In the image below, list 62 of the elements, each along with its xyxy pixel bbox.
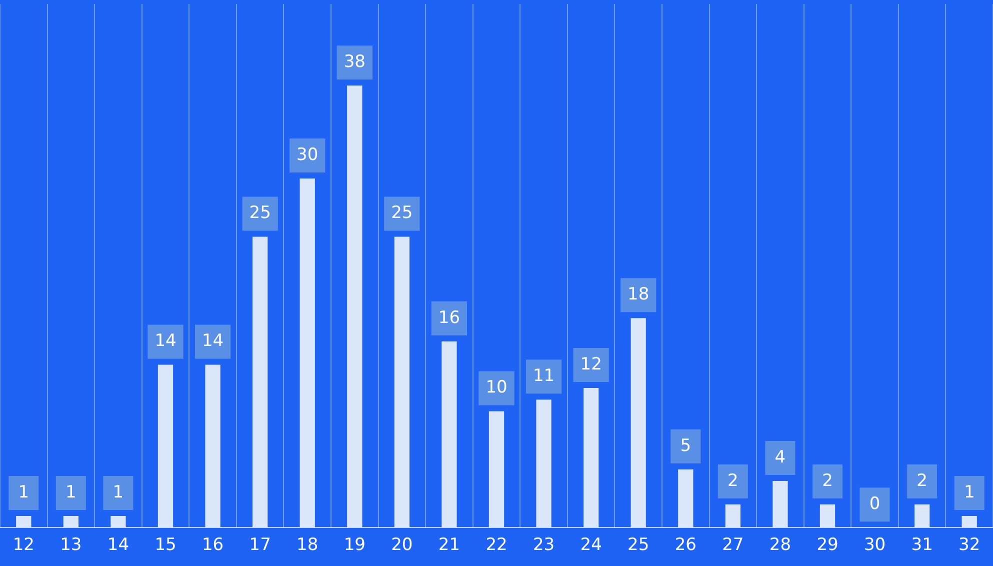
bar — [488, 411, 504, 528]
x-tick-label: 25 — [628, 535, 650, 556]
data-label: 11 — [532, 366, 555, 386]
x-tick-label: 15 — [154, 535, 176, 556]
x-tick-label: 23 — [532, 535, 555, 556]
data-label: 1 — [66, 482, 76, 502]
data-label: 2 — [822, 470, 833, 491]
bar — [63, 516, 78, 528]
bar — [394, 236, 410, 528]
x-tick-label: 30 — [864, 535, 886, 556]
data-label: 25 — [391, 203, 413, 224]
bar — [442, 341, 457, 528]
data-label: 5 — [680, 436, 692, 456]
bar — [158, 364, 174, 528]
x-tick-label: 28 — [769, 535, 792, 556]
bar — [962, 516, 977, 528]
bar — [678, 469, 694, 528]
x-tick-label: 13 — [60, 535, 82, 556]
bar — [820, 504, 836, 528]
data-label: 1 — [964, 482, 975, 502]
data-label: 14 — [154, 331, 176, 352]
x-tick-label: 17 — [249, 535, 271, 556]
x-tick-label: 20 — [391, 535, 413, 556]
data-label: 16 — [438, 308, 460, 328]
bar — [205, 364, 220, 528]
x-tick-label: 27 — [722, 535, 744, 556]
x-tick-label: 32 — [958, 535, 980, 556]
data-label: 18 — [628, 284, 650, 305]
data-label: 38 — [344, 52, 366, 72]
x-tick-label: 18 — [296, 535, 318, 556]
data-label: 30 — [296, 144, 318, 165]
x-tick-label: 14 — [107, 535, 130, 556]
x-tick-label: 26 — [674, 535, 696, 556]
x-tick-label: 31 — [911, 535, 933, 556]
x-tick-label: 19 — [344, 535, 366, 556]
data-label: 4 — [774, 447, 786, 468]
data-label: 2 — [916, 470, 928, 491]
data-label: 0 — [869, 494, 880, 514]
data-label: 14 — [202, 331, 224, 352]
data-label: 1 — [112, 482, 124, 502]
data-label: 12 — [580, 354, 602, 374]
data-label: 10 — [486, 378, 508, 398]
bar — [300, 178, 315, 528]
bar — [16, 516, 32, 528]
bar — [110, 516, 126, 528]
data-label: 1 — [18, 482, 30, 502]
data-label: 25 — [249, 203, 271, 224]
bar — [252, 236, 268, 528]
bar — [630, 318, 646, 528]
bar — [584, 388, 599, 528]
x-tick-label: 24 — [580, 535, 602, 556]
data-label: 2 — [728, 470, 738, 491]
x-tick-label: 29 — [816, 535, 838, 556]
bar — [914, 504, 930, 528]
bar — [347, 85, 362, 528]
x-tick-label: 22 — [486, 535, 508, 556]
bar — [536, 400, 552, 528]
bar — [725, 504, 740, 528]
bar — [772, 481, 788, 528]
x-tick-label: 12 — [12, 535, 34, 556]
x-tick-label: 21 — [438, 535, 460, 556]
x-tick-label: 16 — [202, 535, 224, 556]
